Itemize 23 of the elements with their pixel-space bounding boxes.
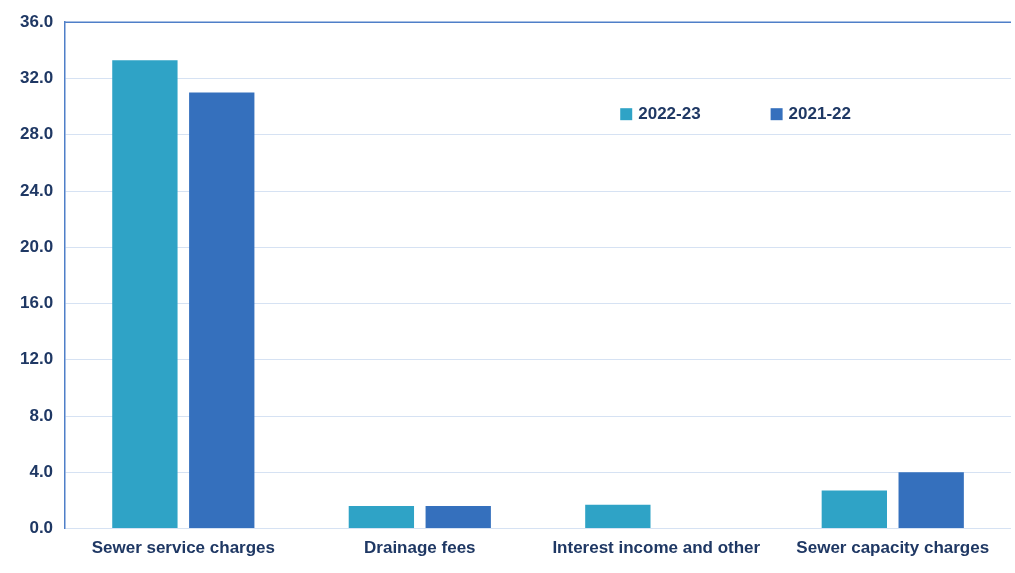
legend-label: 2022-23 xyxy=(638,103,701,123)
bar xyxy=(821,490,887,529)
y-tick-label: 32.0 xyxy=(19,68,54,88)
bar xyxy=(585,504,651,529)
x-tick-label: Sewer service charges xyxy=(91,538,276,558)
y-tick-label: 20.0 xyxy=(19,236,54,256)
bar xyxy=(189,92,255,529)
y-tick-label: 4.0 xyxy=(29,462,54,482)
y-tick-label: 0.0 xyxy=(29,518,54,538)
y-tick-label: 36.0 xyxy=(19,11,54,31)
y-tick-label: 8.0 xyxy=(29,405,54,425)
bar xyxy=(425,506,491,529)
bar xyxy=(112,60,178,529)
bar xyxy=(898,472,964,529)
x-tick-label: Drainage fees xyxy=(364,538,476,558)
bar xyxy=(348,506,415,529)
x-tick-label: Sewer capacity charges xyxy=(796,538,990,558)
y-tick-label: 24.0 xyxy=(19,180,54,200)
y-tick-label: 28.0 xyxy=(19,124,54,144)
x-tick-label: Interest income and other xyxy=(552,538,761,558)
legend-label: 2021-22 xyxy=(788,103,851,123)
y-tick-label: 16.0 xyxy=(19,293,54,313)
y-tick-label: 12.0 xyxy=(19,349,54,369)
